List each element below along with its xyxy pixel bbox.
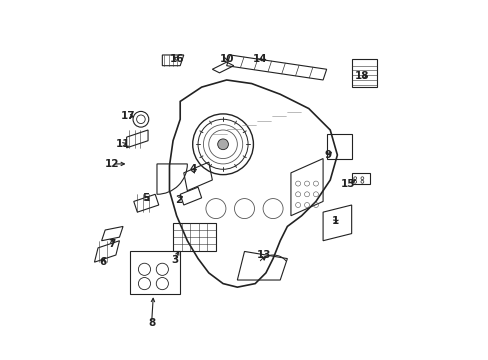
Text: 2: 2	[174, 195, 182, 204]
Text: 6: 6	[100, 257, 107, 267]
Text: 8: 8	[148, 318, 155, 328]
Text: 1: 1	[331, 216, 339, 226]
Text: 10: 10	[219, 54, 233, 64]
Text: 16: 16	[169, 54, 183, 64]
Text: 7: 7	[108, 239, 116, 249]
Text: 4: 4	[189, 164, 196, 174]
Text: 3: 3	[171, 255, 178, 265]
Circle shape	[217, 139, 228, 150]
Text: 14: 14	[253, 54, 267, 64]
Text: 9: 9	[324, 150, 331, 160]
Text: 12: 12	[105, 159, 120, 169]
Text: 18: 18	[354, 71, 369, 81]
Text: 5: 5	[142, 193, 150, 203]
Text: 11: 11	[116, 139, 130, 149]
Text: 17: 17	[121, 111, 136, 121]
Text: 15: 15	[340, 179, 355, 189]
Text: 13: 13	[256, 250, 271, 260]
